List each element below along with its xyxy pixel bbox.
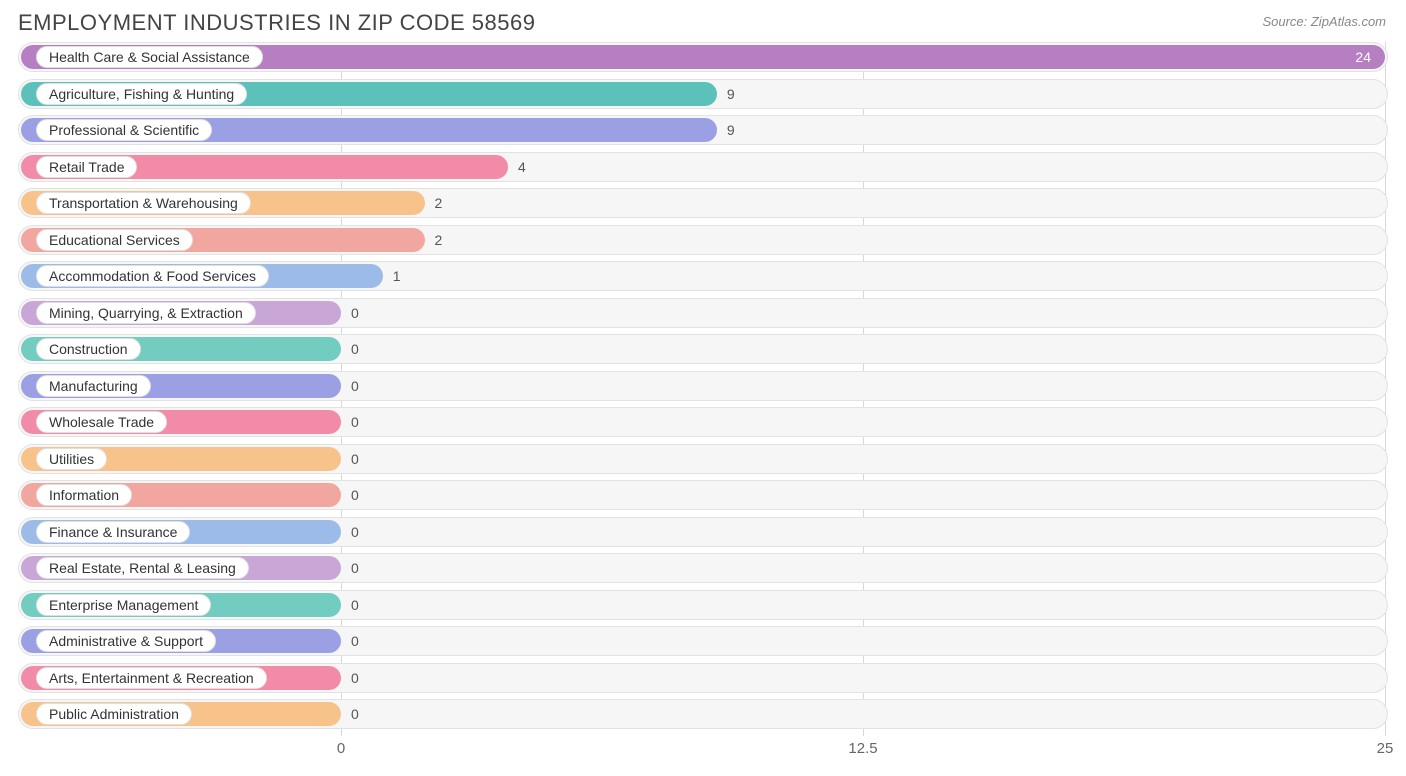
bar-category-label: Educational Services [36,229,193,251]
bar-row: Educational Services 2 [18,225,1388,255]
chart-title: EMPLOYMENT INDUSTRIES IN ZIP CODE 58569 [18,10,536,36]
bar-category-label: Utilities [36,448,107,470]
bar-value-label: 0 [351,414,359,430]
x-axis-tick-label: 0 [337,740,345,757]
bar-value-label: 24 [1355,49,1371,65]
bar-category-label: Manufacturing [36,375,151,397]
bar-category-label: Construction [36,338,141,360]
bar-category-label: Retail Trade [36,156,137,178]
bar-value-label: 0 [351,706,359,722]
bar-category-label: Health Care & Social Assistance [36,46,263,68]
bar-category-label: Mining, Quarrying, & Extraction [36,302,256,324]
bar-value-label: 0 [351,524,359,540]
bar-row: Administrative & Support 0 [18,626,1388,656]
bar-value-label: 0 [351,670,359,686]
bar-row: Health Care & Social Assistance 24 [18,42,1388,72]
bar-value-label: 0 [351,451,359,467]
bar-rows-container: Health Care & Social Assistance24Agricul… [18,42,1388,729]
bar-value-label: 0 [351,487,359,503]
bar-value-label: 0 [351,305,359,321]
bar-row: Wholesale Trade 0 [18,407,1388,437]
bar-row: Real Estate, Rental & Leasing 0 [18,553,1388,583]
bar-row: Information 0 [18,480,1388,510]
bar-value-label: 9 [727,86,735,102]
bar-category-label: Accommodation & Food Services [36,265,269,287]
bar-value-label: 2 [435,232,443,248]
bar-row: Manufacturing 0 [18,371,1388,401]
bar-value-label: 0 [351,633,359,649]
bar-value-label: 9 [727,122,735,138]
bar-category-label: Finance & Insurance [36,521,190,543]
x-axis-tick-label: 25 [1377,740,1394,757]
bar-row: Enterprise Management 0 [18,590,1388,620]
bar-value-label: 0 [351,597,359,613]
bar-value-label: 0 [351,560,359,576]
bar-category-label: Real Estate, Rental & Leasing [36,557,249,579]
bar-row: Professional & Scientific 9 [18,115,1388,145]
bar-category-label: Agriculture, Fishing & Hunting [36,83,247,105]
chart-source: Source: ZipAtlas.com [1262,10,1386,29]
bar-value-label: 0 [351,378,359,394]
bar-category-label: Public Administration [36,703,192,725]
chart-plot-area: Health Care & Social Assistance24Agricul… [18,42,1388,736]
bar-category-label: Enterprise Management [36,594,211,616]
x-axis: 012.525 [18,736,1388,762]
bar-row: Accommodation & Food Services 1 [18,261,1388,291]
bar-value-label: 4 [518,159,526,175]
bar-row: Utilities 0 [18,444,1388,474]
bar-row: Retail Trade 4 [18,152,1388,182]
bar-row: Transportation & Warehousing 2 [18,188,1388,218]
bar-row: Agriculture, Fishing & Hunting 9 [18,79,1388,109]
bar-value-label: 0 [351,341,359,357]
bar-category-label: Administrative & Support [36,630,216,652]
bar-value-label: 1 [393,268,401,284]
bar-category-label: Professional & Scientific [36,119,212,141]
bar-category-label: Transportation & Warehousing [36,192,251,214]
bar-row: Construction 0 [18,334,1388,364]
bar-row: Finance & Insurance 0 [18,517,1388,547]
bar-value-label: 2 [435,195,443,211]
bar-row: Public Administration 0 [18,699,1388,729]
bar-row: Mining, Quarrying, & Extraction 0 [18,298,1388,328]
bar-category-label: Arts, Entertainment & Recreation [36,667,267,689]
bar-category-label: Wholesale Trade [36,411,167,433]
bar-category-label: Information [36,484,132,506]
x-axis-tick-label: 12.5 [848,740,877,757]
bar-row: Arts, Entertainment & Recreation 0 [18,663,1388,693]
chart-header: EMPLOYMENT INDUSTRIES IN ZIP CODE 58569 … [0,0,1406,42]
